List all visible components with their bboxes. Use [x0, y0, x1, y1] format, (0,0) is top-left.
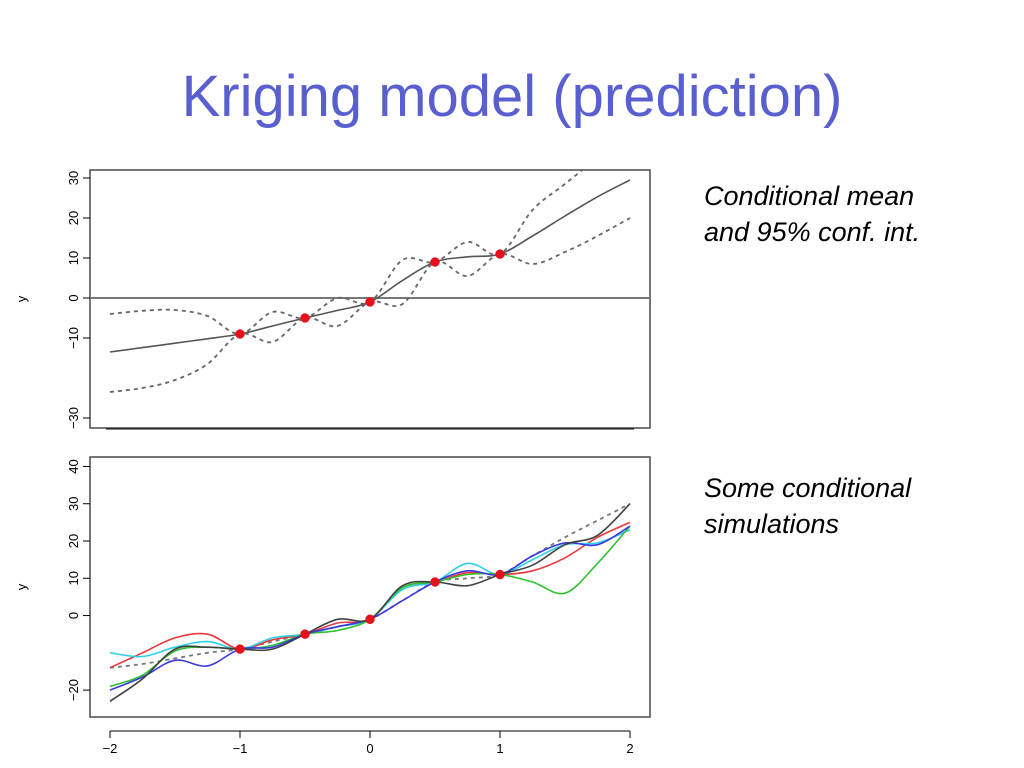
- y-tick-label: 20: [66, 534, 81, 548]
- plot-area: [109, 502, 631, 702]
- x-tick-label: −2: [103, 741, 118, 756]
- observation-point: [495, 569, 505, 580]
- observation-point: [300, 629, 310, 639]
- mean-series-line: [109, 502, 631, 669]
- caption-line: simulations: [704, 509, 840, 539]
- y-axis-label: y: [14, 295, 29, 302]
- caption-line: and 95% conf. int.: [704, 217, 921, 247]
- observation-point: [235, 644, 245, 654]
- observation-point: [300, 313, 310, 323]
- caption-line: Some conditional: [704, 473, 912, 503]
- caption-conditional-simulations: Some conditional simulations: [704, 470, 1004, 542]
- y-tick-label: 0: [66, 612, 81, 619]
- observation-point: [235, 329, 245, 339]
- observation-point: [495, 249, 505, 259]
- y-tick-label: −10: [66, 327, 81, 349]
- y-tick-label: 0: [66, 294, 81, 301]
- y-tick-label: 10: [66, 251, 81, 265]
- y-tick-label: 10: [66, 571, 81, 585]
- slide-title: Kriging model (prediction): [181, 64, 843, 129]
- y-axis-label: y: [14, 583, 29, 590]
- simulation-line: [109, 503, 631, 702]
- simulation-line: [109, 529, 631, 658]
- y-tick-label: 30: [66, 496, 81, 510]
- x-tick-label: 2: [626, 741, 633, 756]
- y-tick-label: −30: [66, 407, 81, 429]
- y-tick-label: 30: [66, 171, 81, 185]
- caption-line: Conditional mean: [704, 181, 915, 211]
- x-tick-label: 0: [366, 741, 373, 756]
- plot-frame: [89, 456, 651, 718]
- y-tick-label: 20: [66, 211, 81, 225]
- observation-point: [430, 257, 440, 267]
- y-tick-label: −20: [66, 679, 81, 701]
- x-tick-label: 1: [496, 741, 503, 756]
- y-tick-label: 40: [66, 459, 81, 473]
- caption-conditional-mean: Conditional mean and 95% conf. int.: [704, 178, 1004, 250]
- observation-point: [365, 297, 375, 307]
- x-tick-label: −1: [233, 741, 248, 756]
- observation-point: [365, 614, 375, 625]
- plot-area: [90, 170, 650, 393]
- observation-point: [430, 577, 440, 587]
